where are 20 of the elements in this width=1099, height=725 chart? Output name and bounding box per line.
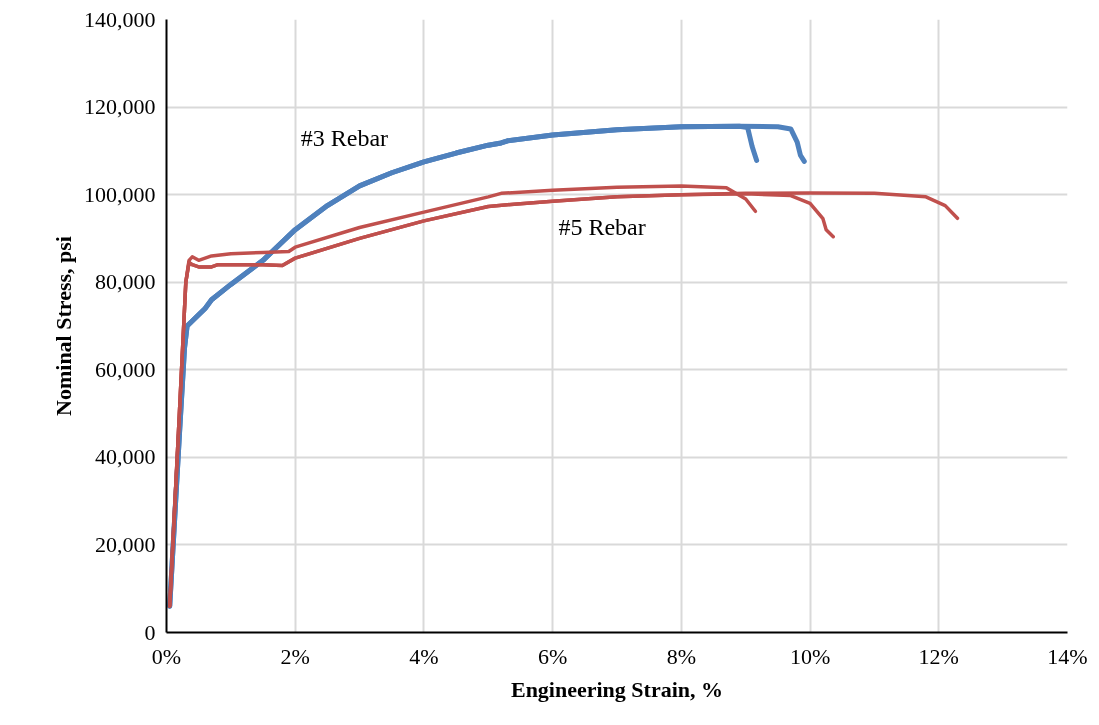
x-tick-label: 8% bbox=[666, 643, 697, 669]
y-tick-label: 80,000 bbox=[95, 269, 156, 295]
x-tick-label: 12% bbox=[918, 643, 959, 669]
x-tick-label: 10% bbox=[789, 643, 831, 669]
x-axis-title: Engineering Strain, % bbox=[510, 676, 724, 702]
y-tick-label: 40,000 bbox=[95, 444, 156, 470]
y-tick-label: 100,000 bbox=[84, 181, 156, 207]
x-tick-label: 4% bbox=[409, 643, 439, 669]
y-tick-label: 120,000 bbox=[84, 94, 156, 120]
y-tick-label: 0 bbox=[144, 619, 156, 645]
x-tick-label: 0% bbox=[151, 643, 182, 669]
annotation: #5 Rebar bbox=[558, 213, 646, 240]
x-tick-label: 6% bbox=[537, 643, 568, 669]
y-tick-label: 60,000 bbox=[95, 356, 156, 382]
y-tick-label: 20,000 bbox=[95, 531, 156, 557]
y-tick-label: 140,000 bbox=[84, 6, 156, 32]
annotation: #3 Rebar bbox=[300, 124, 389, 151]
x-tick-label: 2% bbox=[280, 643, 310, 669]
y-axis-title: Nominal Stress, psi bbox=[51, 236, 76, 416]
x-tick-label: 14% bbox=[1047, 643, 1088, 669]
